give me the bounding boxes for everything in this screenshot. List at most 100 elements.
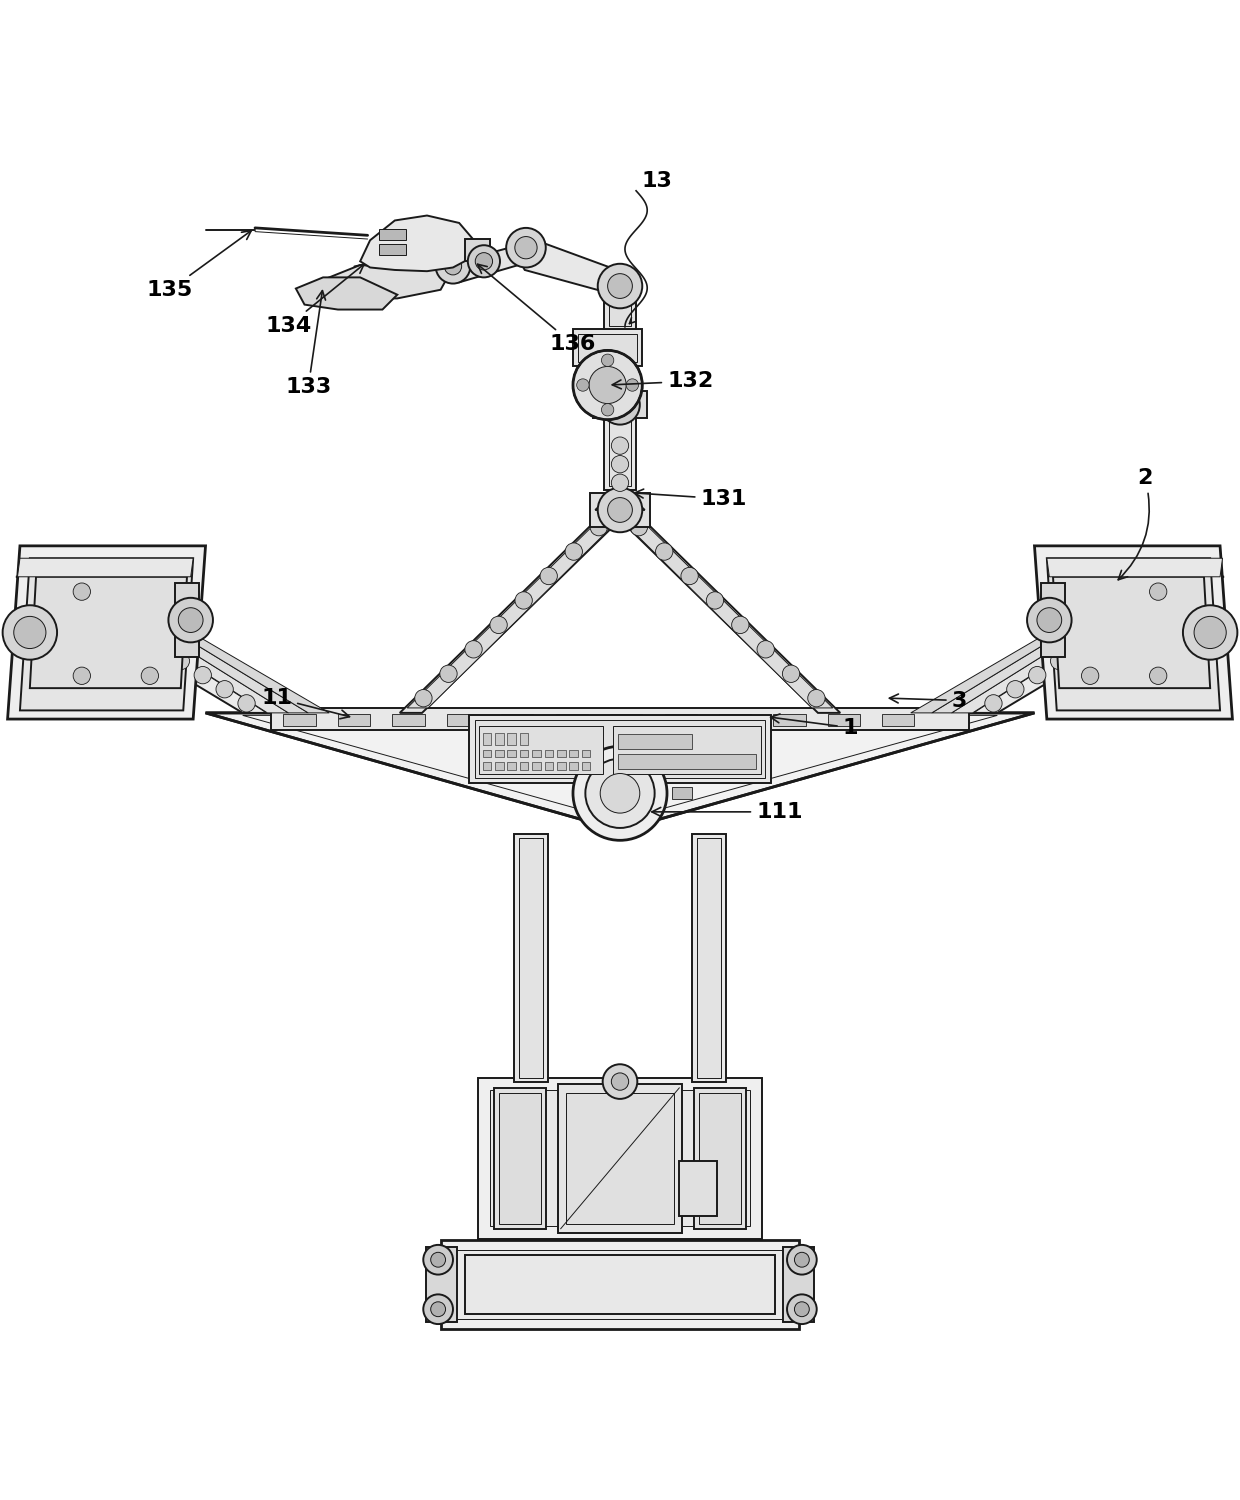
Circle shape	[707, 592, 724, 609]
Polygon shape	[20, 558, 193, 711]
Bar	[544, 750, 553, 758]
Circle shape	[423, 1245, 453, 1275]
Polygon shape	[16, 567, 268, 712]
Circle shape	[150, 639, 167, 656]
Bar	[1040, 584, 1065, 657]
Bar	[520, 732, 528, 746]
Circle shape	[430, 1302, 445, 1317]
Circle shape	[1027, 598, 1071, 642]
Polygon shape	[1034, 546, 1233, 718]
Circle shape	[626, 380, 639, 392]
Bar	[477, 1078, 763, 1239]
Circle shape	[611, 1072, 629, 1090]
Bar	[284, 714, 316, 726]
Circle shape	[1029, 666, 1045, 684]
Polygon shape	[931, 570, 1179, 712]
Bar	[465, 238, 490, 261]
Bar	[610, 714, 642, 726]
Circle shape	[1149, 584, 1167, 600]
Circle shape	[430, 1252, 445, 1268]
Bar	[465, 1256, 775, 1314]
Circle shape	[600, 774, 640, 813]
Circle shape	[787, 1294, 817, 1324]
Polygon shape	[1047, 558, 1223, 578]
Circle shape	[238, 694, 255, 712]
Polygon shape	[446, 240, 533, 282]
Circle shape	[73, 668, 91, 684]
Bar	[582, 750, 590, 758]
Polygon shape	[7, 546, 206, 718]
Bar	[175, 584, 200, 657]
Circle shape	[84, 596, 102, 613]
Bar	[501, 714, 533, 726]
Bar	[495, 732, 503, 746]
Text: 2: 2	[1118, 468, 1152, 580]
Text: 132: 132	[613, 372, 713, 392]
Text: 13: 13	[641, 171, 672, 190]
Circle shape	[216, 681, 233, 698]
Bar	[392, 714, 424, 726]
Bar	[573, 330, 642, 366]
Circle shape	[601, 404, 614, 416]
Bar	[565, 1092, 675, 1224]
Bar	[450, 1250, 790, 1318]
Text: 131: 131	[635, 489, 746, 508]
Bar	[604, 286, 636, 330]
Circle shape	[601, 354, 614, 366]
Circle shape	[107, 610, 124, 627]
Circle shape	[590, 519, 608, 536]
Circle shape	[611, 436, 629, 454]
Bar	[883, 714, 914, 726]
Circle shape	[577, 380, 589, 392]
Bar	[494, 1088, 546, 1228]
Circle shape	[608, 273, 632, 298]
Circle shape	[63, 582, 81, 598]
Bar	[609, 290, 631, 326]
Polygon shape	[1047, 558, 1220, 711]
Circle shape	[169, 598, 213, 642]
Circle shape	[630, 519, 647, 536]
Bar	[692, 834, 727, 1082]
Circle shape	[656, 543, 673, 560]
Circle shape	[1037, 608, 1061, 633]
Bar	[544, 762, 553, 770]
Polygon shape	[516, 240, 620, 294]
Bar	[569, 750, 578, 758]
Circle shape	[598, 264, 642, 309]
Bar	[609, 420, 631, 486]
Circle shape	[573, 747, 667, 840]
Bar	[446, 714, 479, 726]
Text: 111: 111	[652, 802, 802, 822]
Circle shape	[565, 543, 583, 560]
Circle shape	[589, 366, 626, 404]
Bar	[694, 1088, 746, 1228]
Bar	[482, 762, 491, 770]
Bar	[532, 762, 541, 770]
Bar	[495, 750, 503, 758]
Circle shape	[414, 690, 432, 706]
Bar	[378, 244, 405, 255]
Text: 136: 136	[477, 264, 596, 354]
Bar	[520, 762, 528, 770]
Circle shape	[515, 237, 537, 260]
Circle shape	[598, 488, 642, 532]
Polygon shape	[38, 567, 289, 712]
Circle shape	[787, 1245, 817, 1275]
Bar	[719, 714, 751, 726]
Polygon shape	[30, 578, 187, 688]
Circle shape	[1116, 610, 1133, 627]
Circle shape	[423, 1294, 453, 1324]
Circle shape	[732, 616, 749, 633]
Circle shape	[795, 1302, 810, 1317]
Polygon shape	[206, 712, 1034, 831]
Bar	[590, 492, 650, 528]
Bar	[582, 762, 590, 770]
Bar	[479, 726, 603, 774]
Bar	[490, 1090, 750, 1227]
Circle shape	[172, 652, 190, 669]
Bar	[557, 750, 565, 758]
Bar	[520, 750, 528, 758]
Bar	[498, 1092, 541, 1224]
Bar	[507, 750, 516, 758]
Bar	[613, 726, 761, 774]
